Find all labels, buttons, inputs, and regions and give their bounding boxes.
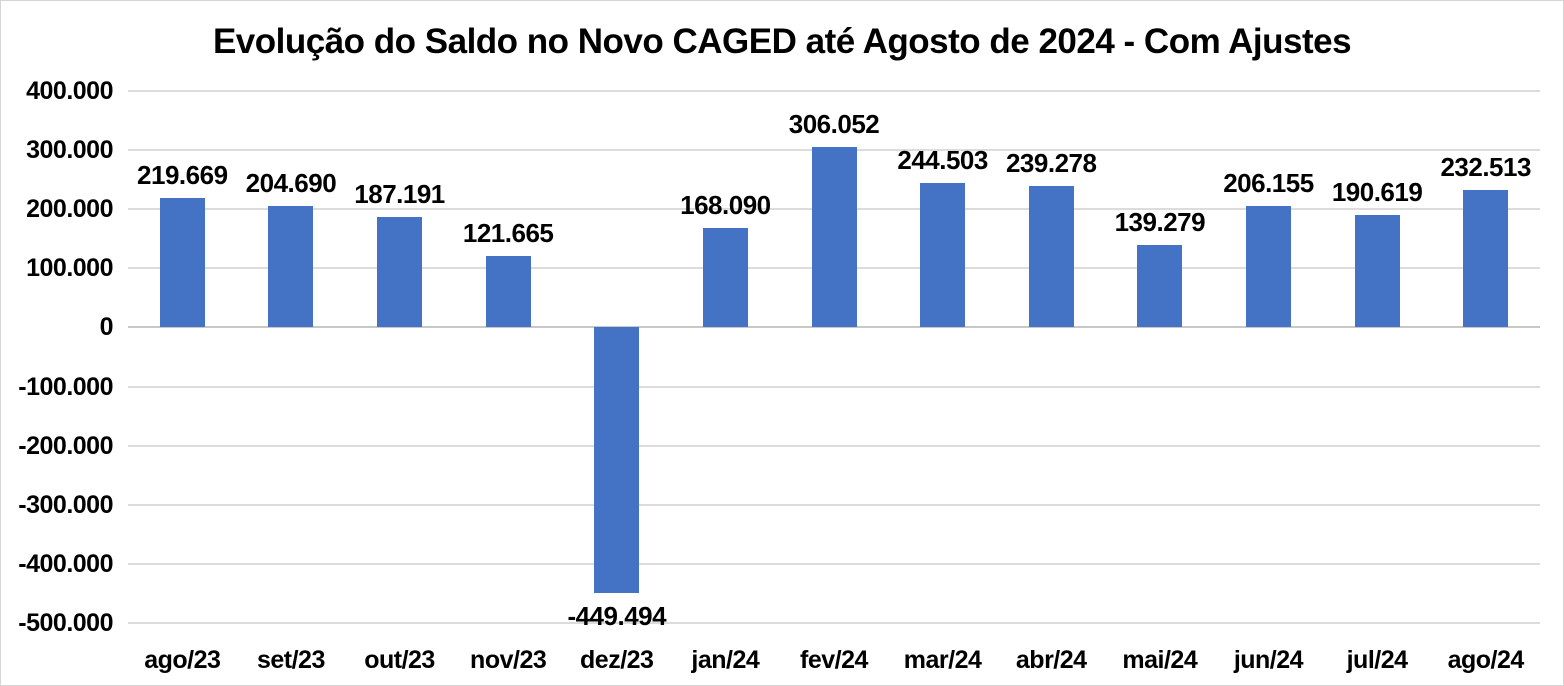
bar-value-label: -449.494: [567, 601, 667, 632]
bar: [811, 146, 857, 328]
x-tick-label: fev/24: [800, 646, 868, 674]
x-tick-label: jul/24: [1346, 646, 1408, 674]
y-tick-label: -200.000: [18, 431, 113, 460]
bar: [268, 206, 314, 328]
bar-value-label: 219.669: [137, 159, 228, 190]
gridline: [128, 385, 1540, 388]
bar: [1245, 205, 1291, 328]
y-tick-label: -100.000: [18, 372, 113, 401]
gridline: [128, 444, 1540, 447]
bar-value-label: 206.155: [1223, 167, 1314, 198]
bar-value-label: 121.665: [462, 217, 554, 248]
y-tick-label: -300.000: [18, 490, 113, 519]
bar-value-label: 168.090: [680, 190, 771, 221]
x-tick-label: jan/24: [691, 646, 760, 674]
bar: [485, 255, 531, 328]
y-tick-label: 300.000: [26, 136, 113, 165]
bar: [1028, 186, 1074, 328]
y-tick-label: 100.000: [26, 254, 113, 283]
gridline: [128, 503, 1540, 506]
x-tick-label: abr/24: [1015, 646, 1087, 674]
x-tick-label: out/23: [364, 646, 435, 674]
bar-value-label: 187.191: [354, 178, 445, 209]
y-tick-label: 200.000: [26, 195, 113, 224]
x-tick-label: mai/24: [1122, 646, 1198, 674]
y-tick-label: 400.000: [26, 77, 113, 105]
x-tick-label: ago/23: [144, 646, 221, 674]
x-tick-label: ago/24: [1447, 646, 1525, 674]
bar: [159, 197, 205, 328]
bar: [702, 228, 748, 328]
chart-title: Evolução do Saldo no Novo CAGED até Agos…: [212, 22, 1352, 61]
x-tick-label: nov/23: [470, 646, 547, 674]
bar-value-label: 139.279: [1114, 207, 1206, 238]
bar-value-label: 190.619: [1331, 176, 1423, 207]
y-tick-label: 0: [99, 313, 114, 342]
y-tick-label: -400.000: [18, 549, 113, 578]
bar: [920, 182, 966, 328]
x-tick-label: mar/24: [903, 646, 982, 674]
bar-value-label: 244.503: [897, 144, 988, 175]
gridline: [128, 90, 1540, 92]
bar: [1354, 214, 1400, 328]
y-tick-label: -500.000: [18, 609, 113, 637]
zero-axis-line: [128, 326, 1540, 329]
bar: [594, 327, 640, 594]
bar-value-label: 306.052: [788, 108, 880, 139]
gridline: [128, 562, 1540, 565]
x-tick-label: set/23: [256, 646, 325, 674]
gridline: [128, 622, 1540, 624]
x-tick-label: jun/24: [1233, 646, 1304, 674]
bar: [377, 216, 423, 328]
bar: [1137, 245, 1183, 328]
bar-value-label: 239.278: [1005, 148, 1097, 178]
bar-value-label: 204.690: [245, 168, 337, 199]
x-tick-label: dez/23: [580, 646, 654, 674]
bar: [1463, 190, 1509, 328]
bar-value-label: 232.513: [1440, 152, 1531, 182]
